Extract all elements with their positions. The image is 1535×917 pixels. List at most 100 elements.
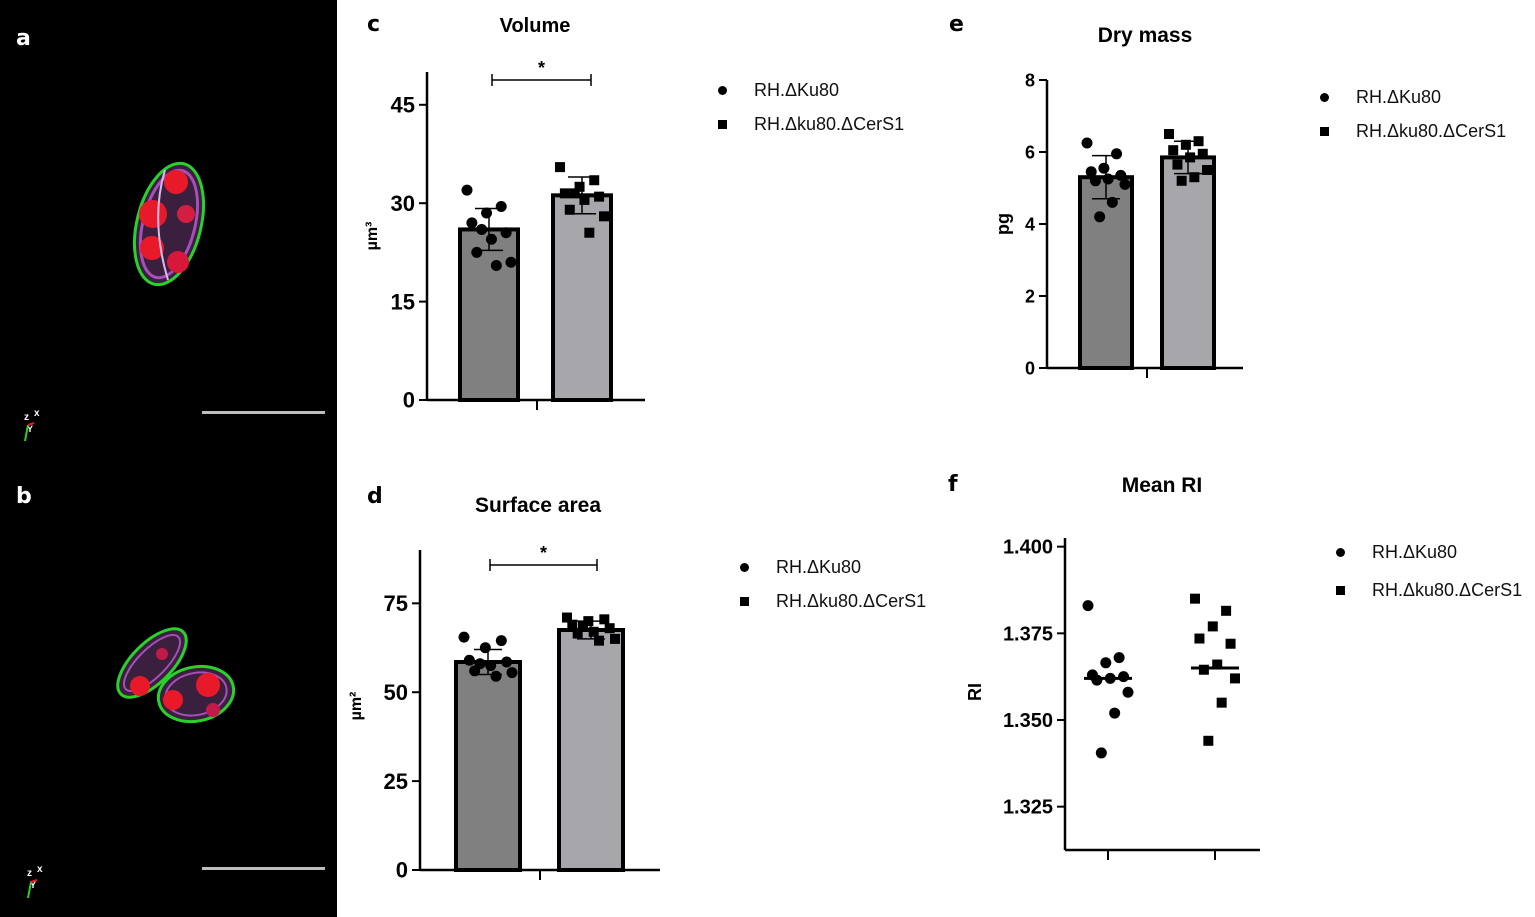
data-point-circle: [1095, 747, 1107, 759]
data-point-square: [555, 162, 565, 173]
data-point-circle: [505, 256, 517, 268]
chart-title: Dry mass: [1098, 24, 1193, 47]
data-point-circle: [1115, 169, 1127, 181]
data-point-circle: [1111, 148, 1123, 160]
data-point-square: [559, 188, 570, 199]
data-point-circle: [458, 631, 470, 643]
legend-label: RH.Δku80.ΔCerS1: [1356, 121, 1507, 141]
data-point-square: [574, 181, 585, 192]
data-point-circle: [463, 654, 475, 666]
panel-label-a: a: [16, 26, 31, 51]
data-point-square: [610, 633, 620, 644]
data-point-square: [1221, 605, 1232, 616]
data-point-square: [1202, 165, 1212, 175]
parasite-cell: [116, 627, 188, 699]
data-point-square: [594, 191, 605, 202]
data-point-circle: [1081, 137, 1093, 149]
data-point-circle: [1122, 686, 1134, 698]
data-point-square: [1185, 152, 1196, 163]
data-point-square: [562, 612, 572, 623]
y-tick-label: 6: [1025, 142, 1035, 162]
axis-label-y: Y: [30, 880, 36, 890]
data-point-circle: [500, 227, 512, 239]
y-tick-label: 1.350: [1003, 710, 1053, 732]
legend-label: RH.ΔKu80: [1356, 87, 1442, 107]
y-tick-label: 15: [391, 289, 415, 314]
data-point-circle: [1089, 175, 1101, 187]
y-tick-label: 0: [403, 388, 415, 413]
bar-rh-ku80-cers1: [551, 193, 613, 402]
data-point-square: [1194, 633, 1205, 644]
microscopy-panel-a: a z x Y: [0, 0, 337, 458]
square-marker-icon: [740, 597, 749, 606]
panel-label-d: d: [367, 484, 383, 509]
axis-orientation-icon: z x Y: [24, 408, 40, 442]
square-marker-icon: [718, 120, 727, 129]
y-tick-label: 4: [1025, 214, 1035, 234]
data-point-circle: [471, 246, 483, 258]
y-axis-label: pg: [993, 213, 1013, 235]
bar-rh-ku80: [458, 227, 520, 402]
data-point-square: [564, 204, 575, 215]
data-point-square: [1230, 673, 1240, 684]
data-point-square: [1164, 129, 1174, 139]
data-point-circle: [1094, 211, 1106, 223]
data-point-square: [588, 626, 599, 637]
data-point-circle: [1109, 707, 1121, 719]
square-marker-icon: [1320, 127, 1329, 136]
microscopy-panel-b: b z x Y: [0, 458, 337, 917]
data-point-circle: [1119, 178, 1131, 190]
square-marker-icon: [1336, 586, 1345, 595]
y-axis-label: µm²: [348, 692, 365, 721]
data-point-square: [1198, 664, 1209, 675]
y-tick-label: 75: [384, 591, 408, 616]
legend-label: RH.Δku80.ΔCerS1: [1372, 580, 1523, 600]
data-point-square: [1207, 621, 1218, 632]
data-point-circle: [476, 223, 488, 235]
parasite-cell: [133, 161, 205, 287]
legend-label: RH.ΔKu80: [1372, 542, 1458, 562]
y-axis-label: RI: [965, 683, 985, 701]
bar-rh-ku80: [1078, 175, 1134, 370]
data-point-square: [578, 621, 588, 632]
data-point-square: [583, 616, 594, 627]
y-tick-label: 50: [384, 680, 408, 705]
legend-label: RH.ΔKu80: [754, 80, 840, 100]
data-point-square: [599, 614, 610, 625]
data-point-circle: [474, 658, 486, 670]
data-point-circle: [1085, 166, 1097, 178]
axis-label-y: Y: [27, 424, 33, 434]
data-point-square: [1212, 659, 1223, 670]
data-point-square: [1189, 172, 1200, 183]
y-axis-label: µm³: [364, 222, 381, 251]
panel-label-b: b: [16, 484, 32, 509]
data-point-square: [1180, 139, 1191, 150]
panel-label-f: f: [948, 472, 958, 497]
chart-mean-ri: Mean RI RI 1.325 1.350 1.375 1.400: [965, 474, 1260, 860]
circle-marker-icon: [1336, 548, 1345, 557]
data-point-square: [1176, 175, 1187, 186]
data-point-circle: [1091, 674, 1103, 686]
data-point-circle: [1104, 672, 1116, 684]
bar-rh-ku80-cers1: [557, 628, 625, 872]
data-point-square: [1225, 638, 1236, 649]
data-point-circle: [1118, 671, 1130, 683]
data-point-circle: [1100, 657, 1112, 669]
data-point-circle: [506, 667, 518, 679]
legend-label: RH.Δku80.ΔCerS1: [754, 114, 905, 134]
data-point-square: [584, 227, 595, 238]
circle-marker-icon: [1320, 93, 1329, 102]
data-point-circle: [466, 217, 478, 229]
data-point-circle: [501, 656, 513, 668]
y-tick-label: 45: [391, 93, 415, 118]
legend-label: RH.ΔKu80: [776, 557, 862, 577]
y-tick-label: 1.400: [1003, 537, 1053, 559]
y-tick-label: 8: [1025, 70, 1035, 90]
data-point-square: [1203, 735, 1214, 746]
data-point-circle: [1082, 600, 1094, 612]
chart-title: Mean RI: [1122, 474, 1203, 497]
panel-label-c: c: [367, 12, 381, 37]
data-point-square: [589, 175, 600, 186]
y-tick-label: 25: [384, 769, 408, 794]
